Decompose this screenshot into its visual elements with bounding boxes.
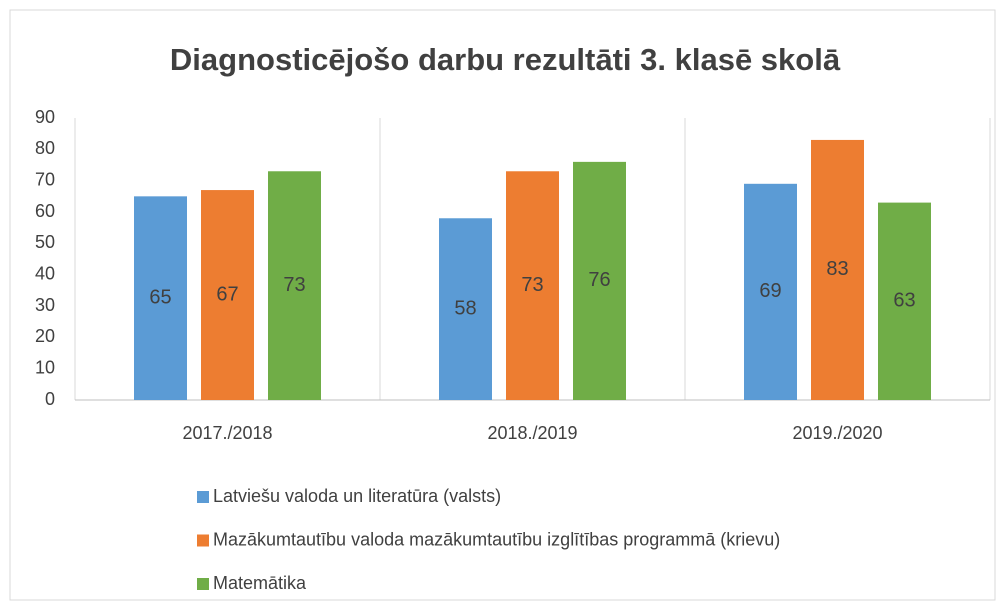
y-tick-label: 10	[35, 357, 55, 377]
x-tick-label: 2019./2020	[792, 423, 882, 443]
bar	[878, 202, 931, 400]
y-tick-label: 70	[35, 169, 55, 189]
data-label: 73	[521, 274, 543, 296]
data-label: 67	[216, 283, 238, 305]
data-label: 58	[454, 297, 476, 319]
legend-swatch	[197, 534, 209, 547]
y-tick-label: 40	[35, 263, 55, 283]
chart-title: Diagnosticējošo darbu rezultāti 3. klasē…	[170, 42, 841, 77]
legend-label: Latviešu valoda un literatūra (valsts)	[213, 486, 501, 506]
legend-label: Matemātika	[213, 573, 307, 593]
legend-swatch	[197, 491, 209, 503]
data-label: 83	[826, 258, 848, 280]
data-label: 69	[759, 280, 781, 302]
y-tick-label: 90	[35, 107, 55, 127]
x-tick-label: 2018./2019	[487, 423, 577, 443]
data-label: 65	[149, 286, 171, 308]
bar	[268, 171, 321, 400]
data-label: 73	[283, 274, 305, 296]
y-tick-label: 30	[35, 295, 55, 315]
bar	[439, 218, 492, 400]
bar	[573, 161, 626, 400]
bar	[811, 139, 864, 400]
y-tick-label: 0	[45, 389, 55, 409]
y-tick-label: 20	[35, 326, 55, 346]
data-label: 63	[893, 290, 915, 312]
y-tick-label: 80	[35, 138, 55, 158]
bar	[134, 196, 187, 400]
y-tick-label: 60	[35, 201, 55, 221]
data-label: 76	[588, 269, 610, 291]
y-tick-label: 50	[35, 232, 55, 252]
bar	[201, 190, 254, 400]
legend-swatch	[197, 578, 209, 590]
x-tick-label: 2017./2018	[182, 423, 272, 443]
legend-label: Mazākumtautību valoda mazākumtautību izg…	[213, 529, 780, 549]
bar	[506, 171, 559, 400]
bar	[744, 183, 797, 400]
